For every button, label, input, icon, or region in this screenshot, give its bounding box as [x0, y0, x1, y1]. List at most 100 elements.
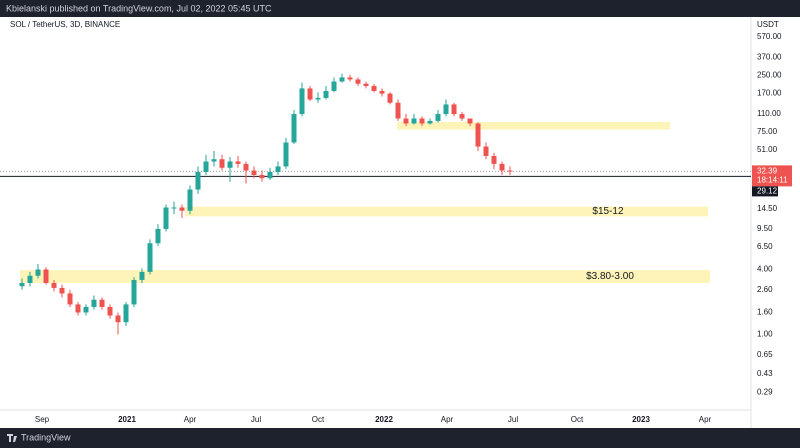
brand-name: TradingView: [21, 432, 71, 442]
y-tick-label: 6.50: [757, 242, 773, 251]
candle-body: [443, 104, 449, 115]
candle-body: [171, 207, 177, 209]
candle-body: [331, 81, 337, 91]
candle-body: [347, 77, 353, 80]
candle-body: [403, 118, 409, 124]
candle-body: [315, 97, 321, 100]
candle-body: [107, 306, 113, 316]
candle-body: [323, 90, 329, 98]
candle-body: [219, 159, 225, 168]
candle-body: [91, 299, 97, 307]
y-tick-label: 1.00: [757, 330, 773, 339]
chart-bg: [0, 17, 800, 428]
candle-body: [59, 287, 65, 294]
candle-body: [427, 120, 433, 124]
candle-body: [339, 77, 345, 82]
x-tick-label: Apr: [184, 415, 197, 424]
zone-label: $15-12: [592, 206, 624, 217]
y-tick-label: 170.00: [757, 89, 782, 98]
candle-body: [19, 282, 25, 287]
candle-body: [211, 159, 217, 162]
candle-body: [411, 118, 417, 124]
candle-body: [163, 207, 169, 229]
candle-body: [187, 189, 193, 211]
y-tick-label: 110.00: [757, 109, 781, 118]
candle-body: [475, 123, 481, 147]
candle-body: [307, 88, 313, 100]
y-tick-label: 9.50: [757, 224, 773, 233]
y-tick-label: 370.00: [757, 52, 782, 61]
candle-body: [179, 207, 185, 211]
zone: [185, 206, 708, 217]
candle-body: [43, 269, 49, 283]
candle-body: [355, 79, 361, 84]
candle-body: [395, 102, 401, 119]
y-tick-label: 51.00: [757, 145, 778, 154]
x-tick-label: Oct: [312, 415, 325, 424]
zone: [20, 270, 710, 283]
candle-body: [491, 155, 497, 164]
x-tick-label: Jul: [251, 415, 261, 424]
y-tick-label: 0.65: [757, 350, 773, 359]
candle-body: [459, 114, 465, 119]
candle-body: [75, 304, 81, 313]
candle-body: [155, 228, 161, 244]
y-tick-label: 75.00: [757, 127, 778, 136]
candle-body: [235, 161, 241, 164]
candle-body: [115, 315, 121, 323]
candle-body: [499, 163, 505, 171]
candle-body: [283, 142, 289, 167]
candle-body: [203, 161, 209, 172]
candle-body: [83, 306, 89, 313]
header-bar: [0, 0, 800, 17]
brand-logo: [7, 434, 17, 442]
candle-body: [67, 293, 73, 305]
y-tick-label: 2.60: [757, 285, 773, 294]
x-tick-label: Sep: [35, 415, 50, 424]
x-tick-label: Oct: [571, 415, 584, 424]
last-price-badge: [752, 165, 792, 187]
candle-body: [435, 114, 441, 121]
candle-body: [131, 279, 137, 305]
y-tick-label: 250.00: [757, 71, 782, 80]
candle-body: [139, 271, 145, 280]
candle-body: [251, 170, 257, 175]
candle-body: [371, 85, 377, 91]
header-text: Kbielanski published on TradingView.com,…: [6, 3, 272, 13]
x-tick-label: Apr: [699, 415, 712, 424]
candle-body: [27, 275, 33, 283]
candle-body: [507, 170, 513, 172]
y-tick-label: 0.43: [757, 369, 773, 378]
y-tick-label: 1.60: [757, 308, 773, 317]
y-tick-label: 0.29: [757, 388, 773, 397]
candle-body: [419, 118, 425, 124]
candle-body: [387, 93, 393, 103]
candle-body: [99, 299, 105, 307]
plot: $15-12 $3.80-3.00 570.00 370.00 250.00 170.00…: [0, 32, 792, 424]
x-tick-label: 2022: [375, 415, 393, 424]
currency-label: USDT: [757, 20, 779, 29]
candle-body: [259, 174, 265, 179]
x-tick-label: Jul: [508, 415, 518, 424]
zone-label: $3.80-3.00: [586, 271, 634, 282]
countdown-label: 18:14:11: [757, 175, 788, 184]
candle-body: [291, 114, 297, 143]
y-tick-label: 4.00: [757, 265, 773, 274]
candle-body: [267, 171, 273, 179]
candle-body: [227, 161, 233, 168]
candle-body: [299, 88, 305, 115]
y-tick-label: 14.50: [757, 204, 778, 213]
candle-body: [483, 146, 489, 156]
footer-bar: [0, 428, 800, 448]
candle-body: [195, 171, 201, 190]
x-tick-label: 2021: [118, 415, 136, 424]
candle-body: [243, 163, 249, 171]
y-tick-label: 570.00: [757, 32, 782, 41]
candle-body: [363, 83, 369, 86]
candle-body: [35, 269, 41, 276]
candle-body: [275, 166, 281, 172]
level-badge: [752, 186, 778, 197]
candle-body: [467, 118, 473, 124]
